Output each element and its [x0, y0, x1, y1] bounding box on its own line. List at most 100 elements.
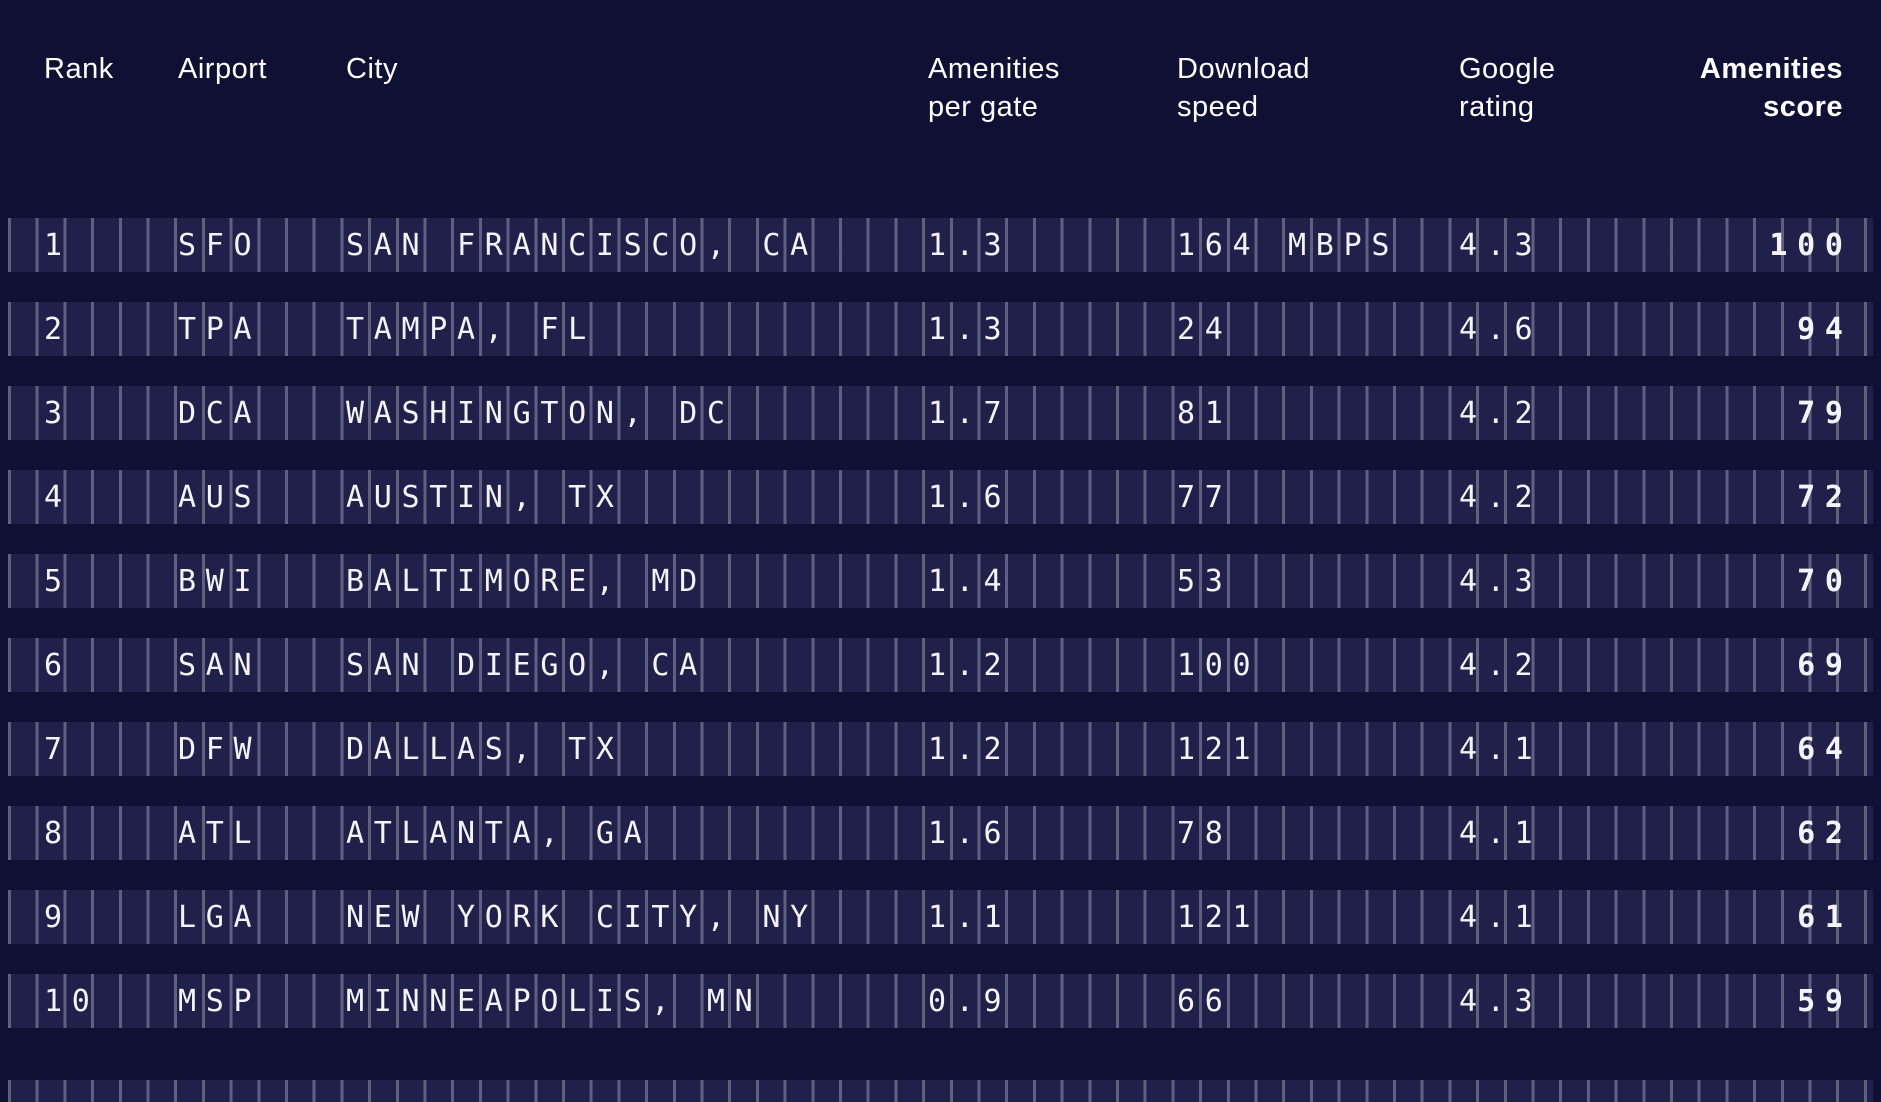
- cell-airport: ATL: [178, 815, 262, 851]
- column-header-line: Rank: [44, 53, 114, 85]
- column-header-line: per gate: [928, 91, 1039, 123]
- column-header-google-rating: Google rating: [1459, 50, 1659, 126]
- cell-rank: 3: [44, 395, 72, 431]
- table-row: 1 SFO SAN FRANCISCO, CA 1.3 164 MBPS 4.3…: [8, 218, 1873, 272]
- cell-rank: 10: [44, 983, 100, 1019]
- cell-amenities-score: 64: [1797, 731, 1853, 767]
- table-row: 2 TPA TAMPA, FL 1.3 24 4.6 94: [8, 302, 1873, 356]
- column-header-line: rating: [1459, 91, 1535, 123]
- cell-download-speed: 100: [1177, 647, 1261, 683]
- cell-amenities-per-gate: 1.2: [928, 731, 1012, 767]
- cell-amenities-per-gate: 1.4: [928, 563, 1012, 599]
- cell-rank: 9: [44, 899, 72, 935]
- cell-city: WASHINGTON, DC: [346, 395, 735, 431]
- cell-download-speed: 53: [1177, 563, 1233, 599]
- cell-amenities-per-gate: 1.3: [928, 227, 1012, 263]
- cell-rank: 4: [44, 479, 72, 515]
- cell-rank: 7: [44, 731, 72, 767]
- cell-amenities-per-gate: 1.1: [928, 899, 1012, 935]
- cell-download-speed: 66: [1177, 983, 1233, 1019]
- cell-city: SAN DIEGO, CA: [346, 647, 707, 683]
- cell-google-rating: 4.2: [1459, 647, 1543, 683]
- column-header-amenities-score: Amenities score: [1659, 50, 1843, 126]
- cell-amenities-per-gate: 1.2: [928, 647, 1012, 683]
- cell-rank: 6: [44, 647, 72, 683]
- cell-amenities-per-gate: 1.3: [928, 311, 1012, 347]
- cell-rank: 8: [44, 815, 72, 851]
- cell-download-speed: 121: [1177, 731, 1261, 767]
- cell-amenities-score: 70: [1797, 563, 1853, 599]
- column-header-airport: Airport: [178, 50, 346, 126]
- cell-airport: DCA: [178, 395, 262, 431]
- cell-city: AUSTIN, TX: [346, 479, 624, 515]
- cell-amenities-score: 79: [1797, 395, 1853, 431]
- column-header-line: speed: [1177, 91, 1259, 123]
- cell-city: TAMPA, FL: [346, 311, 596, 347]
- cell-google-rating: 4.1: [1459, 731, 1543, 767]
- cell-google-rating: 4.2: [1459, 479, 1543, 515]
- column-header-download-speed: Download speed: [1177, 50, 1459, 126]
- cell-download-speed: 121: [1177, 899, 1261, 935]
- cell-amenities-score: 72: [1797, 479, 1853, 515]
- column-header-city: City: [346, 50, 928, 126]
- cell-city: SAN FRANCISCO, CA: [346, 227, 818, 263]
- table-row: 6 SAN SAN DIEGO, CA 1.2 100 4.2 69: [8, 638, 1873, 692]
- column-header-amenities-per-gate: Amenities per gate: [928, 50, 1177, 126]
- table-row: 4 AUS AUSTIN, TX 1.6 77 4.2 72: [8, 470, 1873, 524]
- cell-download-speed: 24: [1177, 311, 1233, 347]
- cell-airport: MSP: [178, 983, 262, 1019]
- cell-amenities-per-gate: 0.9: [928, 983, 1012, 1019]
- cell-download-speed: 164 MBPS: [1177, 227, 1400, 263]
- cell-airport: BWI: [178, 563, 262, 599]
- cell-google-rating: 4.6: [1459, 311, 1543, 347]
- cell-download-speed: 78: [1177, 815, 1233, 851]
- column-header-rank: Rank: [44, 50, 178, 126]
- cell-amenities-score: 62: [1797, 815, 1853, 851]
- column-header-line: City: [346, 53, 398, 85]
- cell-google-rating: 4.3: [1459, 983, 1543, 1019]
- cell-download-speed: 81: [1177, 395, 1233, 431]
- cell-airport: AUS: [178, 479, 262, 515]
- cell-google-rating: 4.3: [1459, 563, 1543, 599]
- column-header-line: score: [1763, 91, 1843, 123]
- cell-amenities-score: 61: [1797, 899, 1853, 935]
- column-header-line: Amenities: [928, 53, 1060, 85]
- cell-google-rating: 4.1: [1459, 899, 1543, 935]
- cell-amenities-per-gate: 1.6: [928, 479, 1012, 515]
- column-header-line: Google: [1459, 53, 1556, 85]
- cell-amenities-score: 100: [1769, 227, 1853, 263]
- table-row: 7 DFW DALLAS, TX 1.2 121 4.1 64: [8, 722, 1873, 776]
- cell-rank: 5: [44, 563, 72, 599]
- cell-amenities-score: 59: [1797, 983, 1853, 1019]
- table-header: Rank Airport City Amenities per gate Dow…: [8, 50, 1873, 126]
- cell-airport: TPA: [178, 311, 262, 347]
- cell-airport: SAN: [178, 647, 262, 683]
- column-header-line: Download: [1177, 53, 1310, 85]
- cell-city: DALLAS, TX: [346, 731, 624, 767]
- cell-google-rating: 4.2: [1459, 395, 1543, 431]
- cell-download-speed: 77: [1177, 479, 1233, 515]
- table-row: 5 BWI BALTIMORE, MD 1.4 53 4.3 70: [8, 554, 1873, 608]
- cell-google-rating: 4.1: [1459, 815, 1543, 851]
- table-row: 8 ATL ATLANTA, GA 1.6 78 4.1 62: [8, 806, 1873, 860]
- cell-amenities-per-gate: 1.6: [928, 815, 1012, 851]
- column-header-line: Airport: [178, 53, 267, 85]
- cell-amenities-score: 94: [1797, 311, 1853, 347]
- cell-rank: 1: [44, 227, 72, 263]
- cell-airport: LGA: [178, 899, 262, 935]
- table-row: 10 MSP MINNEAPOLIS, MN 0.9 66 4.3 59: [8, 974, 1873, 1028]
- column-header-line: Amenities: [1699, 53, 1843, 85]
- table-row: 9 LGA NEW YORK CITY, NY 1.1 121 4.1 61: [8, 890, 1873, 944]
- cell-amenities-score: 69: [1797, 647, 1853, 683]
- cropped-row-band: [8, 1080, 1873, 1102]
- cell-city: BALTIMORE, MD: [346, 563, 707, 599]
- cell-airport: DFW: [178, 731, 262, 767]
- cell-rank: 2: [44, 311, 72, 347]
- cell-amenities-per-gate: 1.7: [928, 395, 1012, 431]
- cell-city: ATLANTA, GA: [346, 815, 652, 851]
- table-row: 3 DCA WASHINGTON, DC 1.7 81 4.2 79: [8, 386, 1873, 440]
- cell-google-rating: 4.3: [1459, 227, 1543, 263]
- cell-city: NEW YORK CITY, NY: [346, 899, 818, 935]
- cell-airport: SFO: [178, 227, 262, 263]
